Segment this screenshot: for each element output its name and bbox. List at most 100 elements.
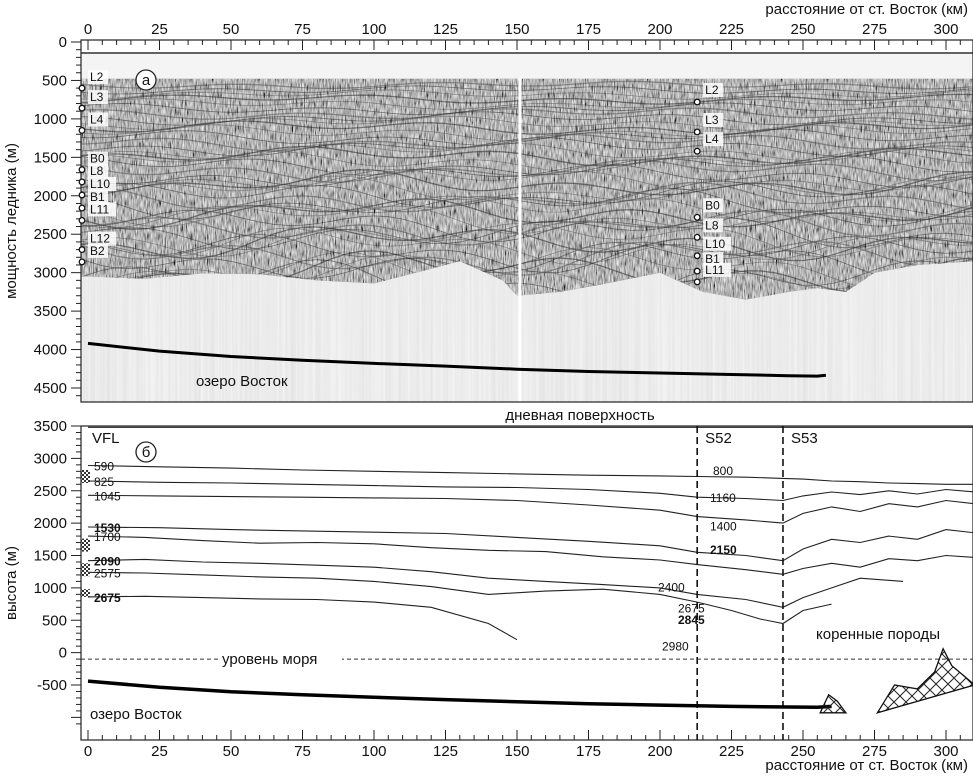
layer-marker-label: L10	[705, 237, 725, 251]
layer-marker-label: B0	[705, 198, 720, 212]
ice-layer-line	[81, 210, 973, 246]
ice-layer-line	[81, 175, 973, 201]
panel-b-ytick-label: 2000	[34, 515, 67, 532]
layer-marker-dot	[78, 104, 86, 112]
layer-depth-label: 2675	[678, 601, 705, 615]
ice-layer-line	[81, 150, 973, 173]
panel-a-xtick-label: 275	[862, 21, 887, 38]
layer-line	[87, 535, 973, 575]
panel-a-xtick-label: 150	[504, 21, 529, 38]
layer-marker-label-bg	[88, 90, 108, 105]
layer-depth-label: 2845	[678, 613, 705, 627]
layer-marker-dot	[78, 126, 86, 134]
panel-b-annotations: дневная поверхность уровень моря VFL б S52 S5…	[81, 407, 973, 740]
panel-a-ytick-label: 0	[59, 34, 67, 51]
layer-marker-dot	[78, 178, 86, 186]
layer-marker-label-bg	[88, 190, 108, 205]
layer-depth-label: 2675	[94, 591, 121, 605]
panel-b-ytick-label: 3500	[34, 418, 67, 435]
layer-marker-dot	[693, 233, 701, 241]
layer-marker-dot	[693, 147, 701, 155]
panel-b-xtick-label: 200	[647, 743, 672, 760]
ice-layer-line	[81, 155, 973, 176]
panel-a-xtick-label: 50	[223, 21, 240, 38]
panel-a-ytick-label: 2500	[34, 226, 67, 243]
layer-marker-label-bg	[703, 262, 732, 277]
ice-layer-line	[81, 169, 973, 198]
ice-layer-line	[81, 120, 973, 135]
panel-b-ylabel: высота (м)	[3, 546, 20, 620]
panel-a-ylabel: мощность ледника (м)	[3, 143, 20, 299]
ice-layer-line	[81, 93, 973, 105]
ice-layer-line	[81, 240, 973, 276]
panel-a-ytick-label: 3000	[34, 265, 67, 282]
layer-marker-label: L4	[705, 132, 719, 146]
ice-layer-line	[81, 107, 973, 121]
radar-gap	[518, 52, 522, 402]
panel-b-xtick-label: 275	[862, 743, 887, 760]
vfl-core-section	[81, 589, 90, 597]
ice-layer-line	[81, 142, 973, 162]
panel-b-xtick-label: 50	[223, 743, 240, 760]
layer-line	[87, 571, 832, 625]
ice-layer-line	[81, 208, 973, 243]
layer-depth-label: 2090	[94, 555, 121, 569]
layer-marker-dot	[78, 166, 86, 174]
panel-a-ytick-label: 3500	[34, 303, 67, 320]
ice-layer-line	[81, 169, 973, 193]
layer-marker-label-bg	[88, 163, 108, 178]
lake-label: озеро Восток	[90, 706, 182, 723]
panel-a-ytick-label: 1000	[34, 111, 67, 128]
ice-layer-line	[81, 89, 973, 100]
layer-depth-label: 1400	[710, 520, 737, 534]
layer-marker-label: L12	[90, 232, 110, 246]
layer-marker-label-bg	[88, 177, 116, 192]
layer-marker-label-bg	[88, 243, 108, 258]
layer-marker-label: B0	[90, 152, 105, 166]
bedrock-label: коренные породы	[816, 626, 940, 643]
bedrock-outcrop	[875, 647, 973, 714]
panel-b-ytick-label: 1500	[34, 548, 67, 565]
panel-b-xtick-label: 175	[576, 743, 601, 760]
layer-marker-label: L10	[90, 177, 110, 191]
ice-body	[81, 78, 973, 300]
layer-line	[87, 558, 904, 608]
layer-marker-label: L11	[90, 202, 109, 216]
layer-marker-label: L3	[90, 90, 104, 104]
panel-a-xtick-label: 75	[294, 21, 311, 38]
panel-b-xtick-label: 0	[84, 743, 92, 760]
ice-layer-line	[81, 80, 973, 90]
ice-layer-line	[81, 180, 973, 208]
panel-b-xtick-label: 225	[719, 743, 744, 760]
vfl-core-section	[81, 563, 90, 577]
panel-a-xtick-label: 100	[361, 21, 386, 38]
panel-b-axes: -500 0 500 1000 1500 2000 2500 3000 3500 0 25 50 75 1…	[34, 418, 973, 760]
layer-marker-label-bg	[88, 70, 108, 85]
ice-layer-line	[81, 222, 973, 258]
vfl-label: VFL	[92, 430, 120, 447]
vfl-core-section	[81, 538, 90, 552]
ice-layer-line	[81, 201, 973, 235]
panel-a-ytick-label: 1500	[34, 149, 67, 166]
lake-surface-line	[87, 679, 832, 710]
layer-marker-label: L2	[90, 70, 104, 84]
layer-marker-dot	[693, 128, 701, 136]
layer-marker-label-bg	[703, 112, 724, 127]
panel-b-xtick-label: 250	[790, 743, 815, 760]
layer-marker-label: L8	[705, 218, 719, 232]
layer-marker-dot	[693, 98, 701, 106]
panel-b-badge-circle	[135, 441, 157, 463]
layer-marker-label: B2	[90, 244, 105, 258]
panel-a-top-xlabel: расстояние от ст. Восток (км)	[765, 1, 968, 18]
layer-marker-label-bg	[703, 236, 732, 251]
panel-b-layer-chart: -500 0 500 1000 1500 2000 2500 3000 3500 0 25 50 75 1…	[3, 407, 973, 774]
vfl-core-section	[81, 470, 90, 483]
layer-marker-label: B1	[705, 252, 720, 266]
layer-depth-label: 1045	[94, 489, 121, 503]
layer-marker-dot	[78, 191, 86, 199]
panel-a-xtick-label: 225	[719, 21, 744, 38]
panel-a-xtick-label: 125	[433, 21, 458, 38]
layer-line	[87, 494, 973, 524]
panel-a-ytick-label: 4000	[34, 342, 67, 359]
panel-b-ytick-label: 1000	[34, 580, 67, 597]
